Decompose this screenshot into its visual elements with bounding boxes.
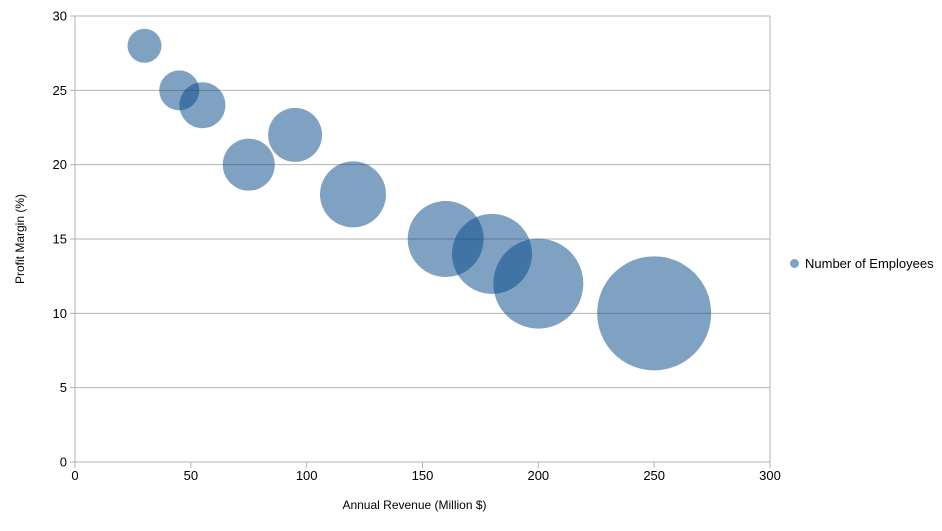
x-tick-label: 100 xyxy=(296,468,318,483)
bubble[interactable] xyxy=(222,138,275,191)
bubble[interactable] xyxy=(268,107,323,162)
y-tick-label: 10 xyxy=(53,306,67,321)
bubble[interactable] xyxy=(493,238,584,329)
y-tick-label: 25 xyxy=(53,83,67,98)
x-tick-label: 200 xyxy=(527,468,549,483)
y-tick-label: 0 xyxy=(60,455,67,470)
x-axis-title: Annual Revenue (Million $) xyxy=(342,498,487,512)
bubble[interactable] xyxy=(597,256,712,371)
y-axis-title: Profit Margin (%) xyxy=(13,193,27,285)
legend-label: Number of Employees xyxy=(805,256,934,271)
y-tick-label: 20 xyxy=(53,157,67,172)
x-tick-label: 150 xyxy=(412,468,434,483)
legend[interactable]: Number of Employees xyxy=(790,256,934,271)
bubble[interactable] xyxy=(179,82,226,129)
x-tick-label: 250 xyxy=(643,468,665,483)
x-tick-label: 300 xyxy=(759,468,781,483)
bubble[interactable] xyxy=(320,161,386,228)
y-tick-label: 30 xyxy=(53,9,67,24)
bubble[interactable] xyxy=(127,28,162,63)
y-tick-label: 5 xyxy=(60,380,67,395)
x-tick-label: 50 xyxy=(184,468,198,483)
legend-marker-icon xyxy=(790,259,799,268)
x-tick-label: 0 xyxy=(71,468,78,483)
y-tick-label: 15 xyxy=(53,232,67,247)
